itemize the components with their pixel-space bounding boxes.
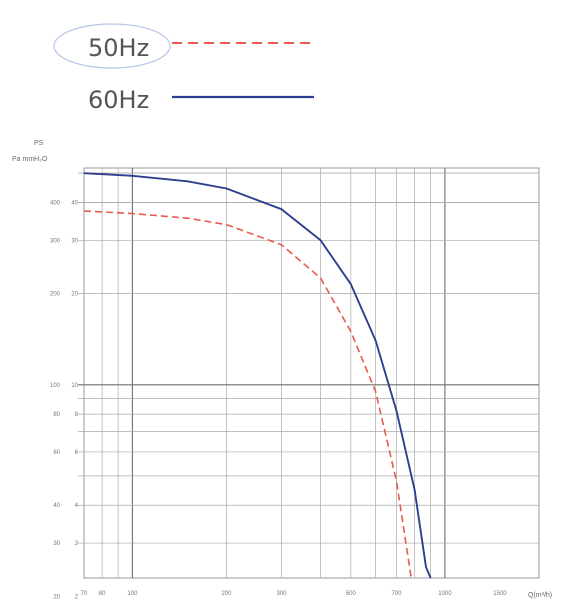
y-axis-label-units: Pa mmH₂O: [12, 156, 48, 163]
x-axis-label: Q(m³/h): [528, 592, 552, 599]
y-tick-label-pa: 300: [50, 238, 61, 244]
y-tick-label-pa: 20: [53, 594, 60, 600]
plot-frame: [83, 167, 540, 579]
y-tick-label-pa: 30: [53, 541, 60, 547]
y-tick-label-mmh2o: 4: [75, 503, 79, 509]
x-tick-label: 300: [277, 591, 288, 597]
grid: [78, 168, 539, 578]
y-tick-label-pa: 100: [50, 383, 61, 389]
legend-highlight-ellipse: [53, 23, 171, 69]
series-line-60hz: [83, 172, 432, 579]
y-tick-label-pa: 60: [53, 450, 60, 456]
x-tick-label: 100: [127, 591, 138, 597]
y-tick-label-mmh2o: 2: [75, 594, 79, 600]
y-tick-label-mmh2o: 30: [71, 238, 78, 244]
y-tick-label-mmh2o: 6: [75, 450, 79, 456]
x-tick-label: 80: [99, 591, 106, 597]
x-tick-label: 1500: [493, 591, 507, 597]
series-group: [83, 172, 432, 579]
legend: 50Hz 60Hz: [53, 23, 314, 114]
y-tick-label-mmh2o: 40: [71, 200, 78, 206]
y-tick-label-pa: 400: [50, 200, 61, 206]
y-tick-label-mmh2o: 10: [71, 383, 78, 389]
x-tick-label: 200: [221, 591, 232, 597]
y-tick-label-pa: 80: [53, 412, 60, 418]
legend-label-60hz: 60Hz: [88, 86, 149, 114]
y-tick-label-mmh2o: 20: [71, 292, 78, 298]
legend-label-50hz: 50Hz: [88, 34, 149, 62]
x-tick-label: 1000: [438, 591, 452, 597]
x-tick-label: 70: [81, 591, 88, 597]
y-tick-label-pa: 200: [50, 292, 61, 298]
y-axis-label-ps: PS: [34, 140, 44, 147]
y-tick-label-mmh2o: 8: [75, 412, 79, 418]
y-tick-label-pa: 40: [53, 503, 60, 509]
series-line-50hz: [83, 210, 413, 579]
x-tick-label: 500: [346, 591, 357, 597]
y-tick-label-mmh2o: 3: [75, 541, 79, 547]
y-axis-ticks: 400 40 300 30 200 20 100 10 80 8 60 6 40 4 30 3 20 2: [50, 200, 79, 600]
x-axis-ticks: 70 80 100 200 300 500 700 1000 1500: [81, 591, 508, 597]
x-tick-label: 700: [392, 591, 403, 597]
